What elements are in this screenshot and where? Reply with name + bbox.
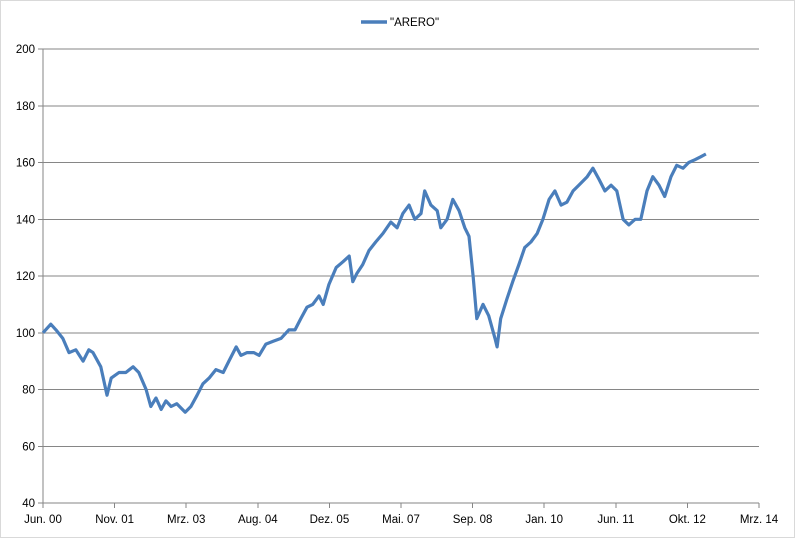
x-tick-label: Jan. 10 — [525, 514, 563, 526]
legend: "ARERO" — [361, 17, 439, 29]
y-tick-label: 120 — [16, 271, 35, 283]
x-axis-ticks: Jun. 00 Nov. 01 Mrz. 03 Aug. 04 Dez. 05 Mai. … — [24, 503, 779, 526]
y-tick-label: 100 — [16, 328, 35, 340]
x-tick-label: Mai. 07 — [382, 514, 420, 526]
x-tick-label: Mrz. 03 — [167, 514, 205, 526]
y-tick-label: 40 — [22, 498, 35, 510]
series-line-arero — [41, 152, 707, 414]
y-tick-label: 60 — [22, 441, 35, 453]
x-tick-label: Okt. 12 — [669, 514, 706, 526]
y-tick-label: 180 — [16, 101, 35, 113]
x-tick-label: Dez. 05 — [310, 514, 350, 526]
y-axis-ticks: 40 60 80 100 120 140 160 180 200 — [16, 44, 43, 510]
x-tick-label: Nov. 01 — [95, 514, 134, 526]
y-tick-label: 80 — [22, 385, 35, 397]
y-tick-label: 160 — [16, 158, 35, 170]
legend-label: "ARERO" — [390, 17, 439, 29]
gridlines — [42, 48, 759, 504]
x-tick-label: Mrz. 14 — [740, 514, 779, 526]
x-tick-label: Jun. 11 — [597, 514, 634, 526]
y-tick-label: 200 — [16, 44, 35, 56]
x-tick-label: Aug. 04 — [238, 514, 278, 526]
y-tick-label: 140 — [16, 214, 35, 226]
x-tick-label: Jun. 00 — [24, 514, 62, 526]
x-tick-label: Sep. 08 — [453, 514, 493, 526]
